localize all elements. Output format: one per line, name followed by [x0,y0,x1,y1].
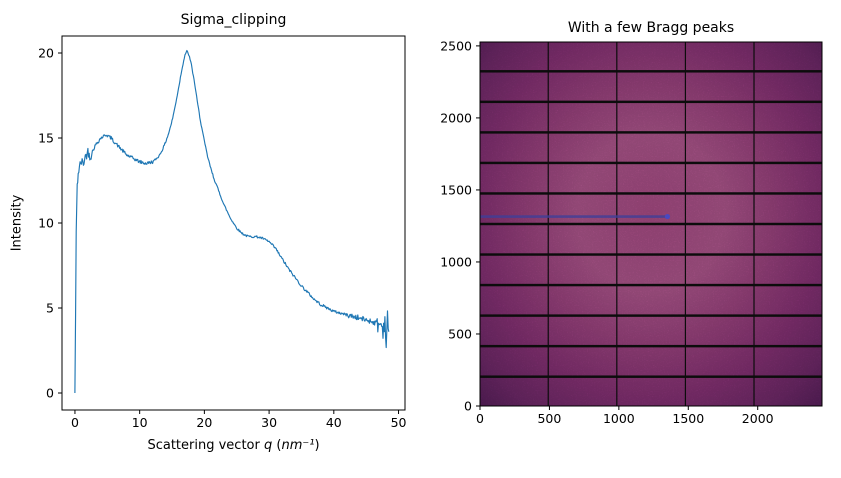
y-tick-label: 0 [464,399,472,414]
x-tick-label: 1000 [603,411,635,426]
right-chart-svg: 0 500 1000 1500 2000 0 500 1000 1500 2000 2500 [440,38,823,426]
y-tick-label: 10 [38,216,54,231]
detector-image [480,42,822,406]
x-tick-label: 0 [476,411,484,426]
right-figure: 0 500 1000 1500 2000 0 500 1000 1500 2000 2500 Wit… [430,0,841,478]
x-tick-label: 500 [537,411,561,426]
y-tick-label: 1500 [440,182,472,197]
intensity-curve [74,49,390,394]
module-gaps [480,42,822,406]
left-chart-ylabel: Intensity [9,194,25,252]
y-tick-label: 2500 [440,38,472,53]
x-tick-label: 50 [391,415,407,430]
y-tick-label: 5 [46,301,54,316]
right-axes-frame [479,41,823,407]
bragg-peak-marker [664,213,671,220]
x-tick-label: 40 [326,415,342,430]
left-chart-title: Sigma_clipping [180,12,287,28]
x-tick-label: 2000 [742,411,774,426]
x-tick-label: 1500 [672,411,704,426]
detector-streak [480,215,668,218]
left-figure: 0 10 20 30 40 50 0 5 10 15 20 Sigma_clipping Inten… [9,12,407,453]
y-tick-label: 15 [38,131,54,146]
xlabel-unit: nm⁻¹ [281,438,315,453]
y-tick-label: 500 [448,326,472,341]
y-tick-label: 20 [38,46,54,61]
y-tick-label: 0 [46,386,54,401]
xlabel-prefix: Scattering vector [147,438,264,453]
left-chart-svg: 0 10 20 30 40 50 0 5 10 15 20 [38,35,407,430]
y-tick-label: 2000 [440,110,472,125]
y-tick-label: 1000 [440,254,472,269]
xlabel-q-symbol: q [263,438,273,453]
right-chart-title: With a few Bragg peaks [567,20,735,36]
x-tick-label: 10 [132,415,148,430]
xlabel-paren-open: ( [272,438,282,453]
x-tick-label: 20 [196,415,212,430]
x-tick-label: 30 [261,415,277,430]
x-tick-label: 0 [71,415,79,430]
left-chart-xlabel: Scattering vector q (nm⁻¹) [62,438,405,453]
xlabel-paren-close: ) [314,438,320,453]
